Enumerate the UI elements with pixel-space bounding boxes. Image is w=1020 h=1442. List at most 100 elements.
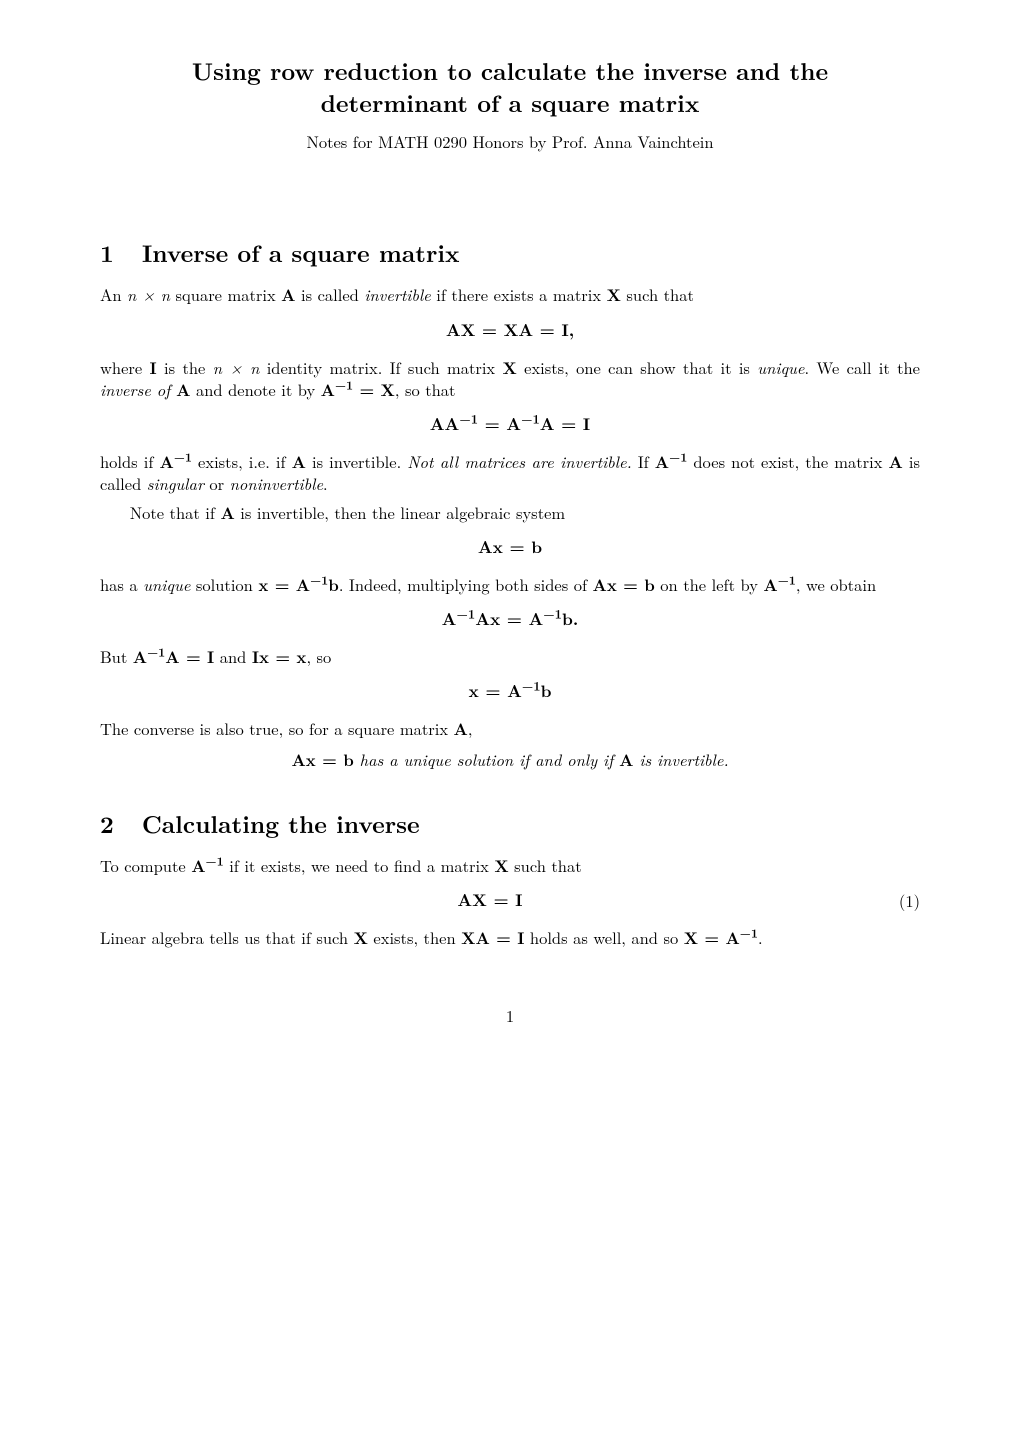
- text: if there exists a matrix: [431, 282, 607, 306]
- math-inline: A: [454, 716, 468, 740]
- text: does not exist, the matrix: [687, 449, 888, 473]
- equation: A = I: [540, 412, 590, 436]
- text: If: [632, 449, 655, 473]
- theorem-statement: Ax = b has a unique solution if and only…: [100, 748, 920, 770]
- equation-display: AX = XA = I,: [100, 318, 920, 342]
- text: square matrix: [170, 282, 281, 306]
- text: , so: [306, 644, 331, 668]
- equation-body: AX = I: [100, 888, 880, 912]
- math-inline: b: [328, 572, 339, 596]
- superscript: −1: [459, 410, 478, 428]
- paragraph: has a unique solution x = A−1b. Indeed, …: [100, 573, 920, 595]
- text: if it exists, we need to find a matrix: [224, 853, 495, 877]
- equation: A: [442, 607, 457, 631]
- emph: singular: [147, 471, 204, 495]
- paragraph: Linear algebra tells us that if such X e…: [100, 926, 920, 948]
- math-inline: XA = I: [461, 925, 524, 949]
- math-inline: n × n: [213, 355, 260, 379]
- math-inline: X = A: [684, 925, 740, 949]
- math-inline: I: [150, 355, 157, 379]
- paragraph: An n × n square matrix A is called inver…: [100, 283, 920, 305]
- section-1-heading: 1Inverse of a square matrix: [100, 237, 920, 269]
- text: Linear algebra tells us that if such: [100, 925, 354, 949]
- text: such that: [621, 282, 694, 306]
- text: To compute: [100, 853, 191, 877]
- math-inline: A: [655, 449, 669, 473]
- superscript: −1: [740, 924, 758, 942]
- text: solution: [190, 572, 258, 596]
- author-note: Notes for MATH 0290 Honors by Prof. Anna…: [100, 130, 920, 152]
- text: exists, one can show that it is: [517, 355, 757, 379]
- superscript: −1: [543, 604, 562, 622]
- paragraph: where I is the n × n identity matrix. If…: [100, 356, 920, 401]
- equation: Ax = b: [478, 535, 542, 559]
- math-inline: n × n: [127, 282, 170, 306]
- page-title: Using row reduction to calculate the inv…: [100, 55, 920, 120]
- math-inline: A: [888, 449, 902, 473]
- text: .: [323, 471, 328, 495]
- equation: b.: [562, 607, 578, 631]
- text: holds if: [100, 449, 159, 473]
- math-inline: A: [292, 449, 306, 473]
- equation: b: [541, 679, 552, 703]
- page-number: 1: [100, 1004, 920, 1026]
- superscript: −1: [778, 570, 796, 588]
- equation: Ax = A: [475, 607, 543, 631]
- paragraph: To compute A−1 if it exists, we need to …: [100, 854, 920, 876]
- title-line-1: Using row reduction to calculate the inv…: [192, 54, 828, 88]
- math-inline: Ax = b: [592, 572, 654, 596]
- text: or: [204, 471, 230, 495]
- math-inline: X: [354, 925, 368, 949]
- text: An: [100, 282, 127, 306]
- emph: inverse of: [100, 377, 176, 401]
- paragraph: The converse is also true, so for a squa…: [100, 717, 920, 739]
- equation-display: A−1Ax = A−1b.: [100, 607, 920, 631]
- text: and denote it by: [190, 377, 320, 401]
- text: . Indeed, multiplying both sides of: [339, 572, 593, 596]
- section-2-title: Calculating the inverse: [142, 807, 420, 841]
- math-inline: A: [321, 377, 335, 401]
- equation-display: AA−1 = A−1A = I: [100, 412, 920, 436]
- math-inline: X: [494, 853, 508, 877]
- equation: AX = XA = I,: [446, 318, 574, 342]
- equation-numbered: AX = I (1): [100, 888, 920, 912]
- math-inline: A: [176, 377, 190, 401]
- text: where: [100, 355, 150, 379]
- title-line-2: determinant of a square matrix: [321, 86, 700, 120]
- superscript: −1: [522, 677, 541, 695]
- math-inline: A: [133, 644, 147, 668]
- math-inline: A: [220, 500, 234, 524]
- text: and: [214, 644, 252, 668]
- text: , we obtain: [796, 572, 876, 596]
- text: . We call it the: [805, 355, 920, 379]
- emph: unique: [143, 572, 190, 596]
- text: is invertible.: [306, 449, 407, 473]
- superscript: −1: [310, 570, 328, 588]
- emph: Not all matrices are invertible.: [407, 449, 631, 473]
- superscript: −1: [147, 643, 165, 661]
- equation: AX = I: [457, 888, 522, 912]
- emph: noninvertible: [230, 471, 323, 495]
- math-inline: X: [502, 355, 516, 379]
- math-inline: A: [191, 853, 205, 877]
- text: holds as well, and so: [524, 925, 683, 949]
- section-2-heading: 2 Calculating the inverse: [100, 808, 920, 840]
- emph: unique: [757, 355, 804, 379]
- text: The converse is also true, so for a squa…: [100, 716, 454, 740]
- superscript: −1: [174, 448, 192, 466]
- section-2-number: 2: [100, 808, 114, 840]
- superscript: −1: [206, 852, 224, 870]
- text: is called: [296, 282, 365, 306]
- text: exists, then: [368, 925, 461, 949]
- equation: = A: [478, 412, 521, 436]
- math-inline: = X: [353, 377, 395, 401]
- paragraph: Note that if A is invertible, then the l…: [100, 501, 920, 523]
- math-inline: A: [763, 572, 777, 596]
- text: identity matrix. If such matrix: [259, 355, 502, 379]
- math-inline: x = A: [258, 572, 310, 596]
- math-inline: A: [619, 747, 633, 771]
- equation: x = A: [469, 679, 522, 703]
- text: .: [758, 925, 763, 949]
- section-1-number: 1: [100, 237, 114, 269]
- text: on the left by: [655, 572, 764, 596]
